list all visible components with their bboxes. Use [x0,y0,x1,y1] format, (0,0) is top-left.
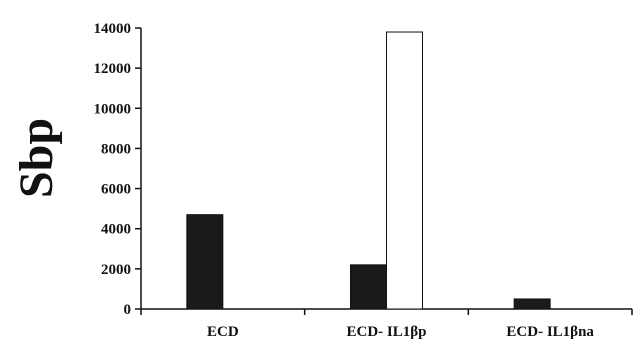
y-axis-ticks: 0 2000 4000 6000 8000 10000 12000 14000 [94,21,141,318]
bar-series-1-2 [513,298,551,310]
x-category-label: ECD- IL1βp [346,324,426,340]
bar-series-1-1 [350,264,387,310]
y-tick-label: 4000 [101,222,131,238]
x-axis-category-labels: ECD ECD- IL1βp ECD- IL1βna [207,324,594,340]
x-category-label: ECD [207,324,239,340]
y-tick-label: 14000 [94,21,132,37]
y-axis-label-group: Sbp [10,118,63,198]
bars [186,31,551,310]
y-tick-label: 12000 [94,61,132,77]
y-tick-label: 6000 [101,182,131,198]
y-tick-label: 10000 [94,101,132,117]
y-tick-label: 2000 [101,262,131,278]
bar-series-2-1 [386,31,423,310]
x-category-label: ECD- IL1βna [506,324,594,340]
bar-series-1-0 [186,214,224,310]
y-tick-label: 0 [124,302,132,318]
x-axis-ticks [140,309,633,315]
y-axis-label: Sbp [10,118,63,198]
y-tick-label: 8000 [101,141,131,157]
